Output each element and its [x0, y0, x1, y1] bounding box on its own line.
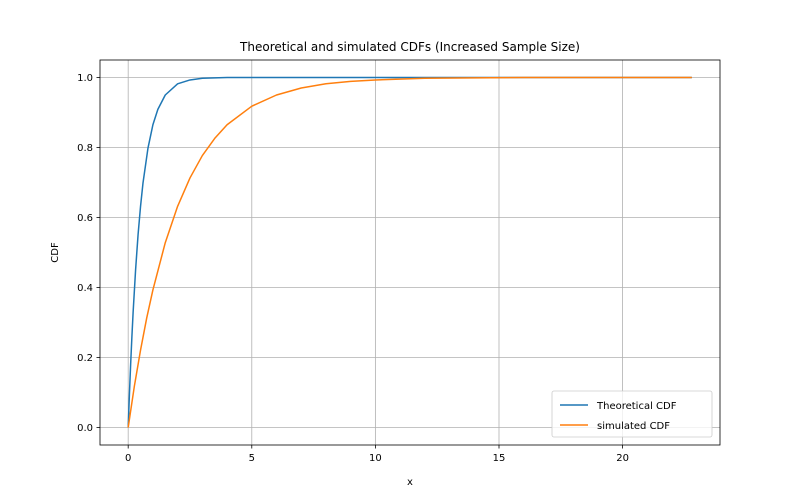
- plot-area: [99, 59, 721, 446]
- x-tick-label: 5: [249, 453, 255, 464]
- y-tick-label: 0.2: [77, 353, 93, 364]
- series-line-1: [127, 76, 692, 428]
- x-axis: 0 5 10 15 20: [125, 445, 629, 464]
- legend-box: [551, 390, 713, 438]
- y-tick-label: 0.4: [77, 283, 93, 294]
- series-lines: [127, 76, 692, 428]
- y-axis-label: CDF: [50, 242, 61, 263]
- y-tick-label: 0.6: [77, 213, 93, 224]
- y-axis: 0.0 0.2 0.4 0.6 0.8 1.0: [77, 73, 100, 434]
- legend: Theoretical CDF simulated CDF: [551, 390, 713, 438]
- chart-title: Theoretical and simulated CDFs (Increase…: [239, 40, 580, 54]
- x-tick-label: 10: [369, 453, 382, 464]
- y-tick-label: 0.0: [77, 423, 93, 434]
- series-line-2: [127, 76, 692, 428]
- plot-frame: [99, 59, 721, 446]
- legend-label: Theoretical CDF: [596, 401, 677, 412]
- y-tick-label: 0.8: [77, 143, 93, 154]
- x-tick-label: 20: [616, 453, 629, 464]
- x-tick-label: 15: [493, 453, 506, 464]
- y-tick-label: 1.0: [77, 73, 93, 84]
- x-axis-label: x: [407, 477, 413, 488]
- legend-label: simulated CDF: [597, 421, 670, 432]
- x-tick-label: 0: [125, 453, 131, 464]
